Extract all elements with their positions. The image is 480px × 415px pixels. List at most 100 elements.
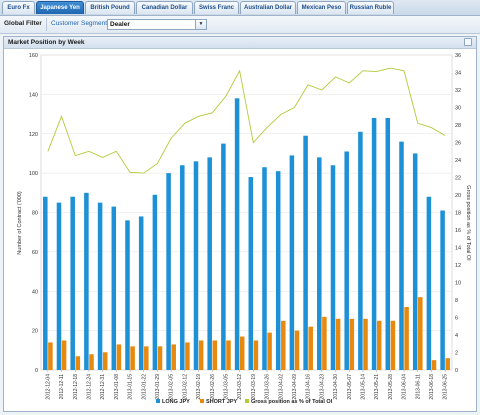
y-tick-label: 140 <box>29 92 38 98</box>
x-tick-label: 2013-06-11 <box>415 374 421 399</box>
bar-long-jpy <box>275 171 281 370</box>
bar-short-jpy <box>390 320 396 370</box>
bar-long-jpy <box>344 151 349 370</box>
tab-australian-dollar[interactable]: Australian Dollar <box>240 1 296 14</box>
bar-short-jpy <box>445 358 450 370</box>
bar-short-jpy <box>376 320 382 370</box>
tab-japanese-yen[interactable]: Japanese Yen <box>36 1 84 14</box>
y-tick-label: 160 <box>29 53 38 59</box>
bar-long-jpy <box>97 202 103 370</box>
bar-long-jpy <box>289 155 295 370</box>
chevron-down-icon[interactable]: ▼ <box>195 20 206 29</box>
bar-long-jpy <box>207 157 212 370</box>
x-tick-label: 2013-03-05 <box>223 374 229 400</box>
maximize-icon[interactable] <box>464 38 472 46</box>
bar-short-jpy <box>294 330 300 370</box>
panel-header: Market Position by Week <box>4 37 476 49</box>
bar-long-jpy <box>111 206 117 370</box>
y-tick-label: 120 <box>29 132 38 138</box>
filter-divider <box>46 18 47 31</box>
bar-long-jpy <box>125 220 130 370</box>
x-tick-label: 2012-12-04 <box>45 374 51 400</box>
bar-short-jpy <box>171 344 176 370</box>
customer-segment-select[interactable]: Dealer ▼ <box>107 19 207 30</box>
y2-tick-label: 8 <box>455 298 458 304</box>
bar-short-jpy <box>102 352 108 370</box>
tab-canadian-dollar[interactable]: Canadian Dollar <box>136 1 193 14</box>
legend-swatch <box>200 399 204 403</box>
bar-long-jpy <box>385 118 391 370</box>
tab-mexican-peso[interactable]: Mexican Peso <box>297 1 346 14</box>
y2-tick-label: 14 <box>455 246 461 252</box>
global-filter-bar: Global Filter Customer Segment Dealer ▼ <box>0 16 480 34</box>
y2-tick-label: 12 <box>455 263 461 269</box>
bar-long-jpy <box>262 167 267 370</box>
bar-long-jpy <box>303 135 308 370</box>
bar-long-jpy <box>358 131 363 370</box>
y-tick-label: 0 <box>35 368 38 374</box>
tab-british-pound[interactable]: British Pound <box>85 1 135 14</box>
bar-short-jpy <box>75 356 81 370</box>
x-tick-label: 2013-05-14 <box>360 374 366 400</box>
y-tick-label: 20 <box>32 329 38 335</box>
x-tick-label: 2012-12-31 <box>100 374 106 400</box>
bar-short-jpy <box>281 320 286 370</box>
market-position-panel: Market Position by Week 0 20 40 60 80 100 120 1… <box>3 36 477 412</box>
bar-long-jpy <box>248 177 254 370</box>
bar-long-jpy <box>152 194 158 370</box>
x-tick-label: 2013-01-22 <box>141 374 147 400</box>
x-tick-label: 2013-05-07 <box>347 374 353 400</box>
bar-long-jpy <box>193 161 199 370</box>
bar-short-jpy <box>335 318 341 370</box>
y2-tick-label: 10 <box>455 281 461 287</box>
bar-short-jpy <box>212 340 218 370</box>
x-tick-label: 2013-02-12 <box>182 374 188 400</box>
bar-short-jpy <box>253 340 259 370</box>
bar-short-jpy <box>418 297 423 370</box>
x-tick-label: 2013-03-12 <box>237 374 243 400</box>
x-tick-label: 2013-04-30 <box>333 374 339 400</box>
y2-tick-label: 2 <box>455 351 458 357</box>
y2-tick-label: 6 <box>455 316 458 322</box>
x-tick-label: 2013-01-08 <box>114 374 120 400</box>
y-tick-label: 60 <box>32 250 38 256</box>
bar-long-jpy <box>56 202 62 370</box>
bar-short-jpy <box>198 340 204 370</box>
x-tick-label: 2012-12-18 <box>73 374 79 400</box>
y2-tick-label: 30 <box>455 106 461 112</box>
legend-label: Gross position as % of Total OI <box>251 399 333 405</box>
bar-short-jpy <box>61 340 67 370</box>
bar-long-jpy <box>221 143 226 370</box>
bar-long-jpy <box>371 118 377 370</box>
bar-long-jpy <box>426 196 432 370</box>
bar-long-jpy <box>166 173 171 370</box>
x-tick-label: 2013-06-25 <box>443 374 449 400</box>
tab-russian-ruble[interactable]: Russian Ruble <box>347 1 394 14</box>
bar-short-jpy <box>404 307 409 370</box>
x-tick-label: 2013-04-09 <box>292 374 298 400</box>
tab-swiss-franc[interactable]: Swiss Franc <box>194 1 239 14</box>
bar-short-jpy <box>349 318 355 370</box>
x-tick-label: 2013-04-23 <box>319 374 325 400</box>
currency-tab-bar: Euro Fx Japanese Yen British Pound Canad… <box>0 0 480 16</box>
y2-tick-label: 24 <box>455 158 461 164</box>
y2-tick-label: 18 <box>455 211 461 217</box>
x-tick-label: 2013-03-26 <box>265 374 271 400</box>
tab-euro-fx[interactable]: Euro Fx <box>2 1 35 14</box>
y2-tick-label: 22 <box>455 176 461 182</box>
legend-label: SHORT JPY <box>206 399 238 405</box>
bar-short-jpy <box>89 354 94 370</box>
x-tick-label: 2013-05-28 <box>388 374 394 400</box>
bar-short-jpy <box>48 342 53 370</box>
bar-short-jpy <box>322 316 327 370</box>
y-tick-label: 80 <box>32 211 38 217</box>
x-tick-label: 2013-02-19 <box>196 374 202 400</box>
x-tick-label: 2013-01-29 <box>155 374 161 400</box>
y2-tick-label: 28 <box>455 123 461 129</box>
bar-short-jpy <box>226 340 231 370</box>
x-tick-label: 2013-01-15 <box>128 374 134 400</box>
x-tick-label: 2013-05-21 <box>374 374 380 400</box>
bar-short-jpy <box>157 346 163 370</box>
customer-segment-value: Dealer <box>110 21 130 28</box>
